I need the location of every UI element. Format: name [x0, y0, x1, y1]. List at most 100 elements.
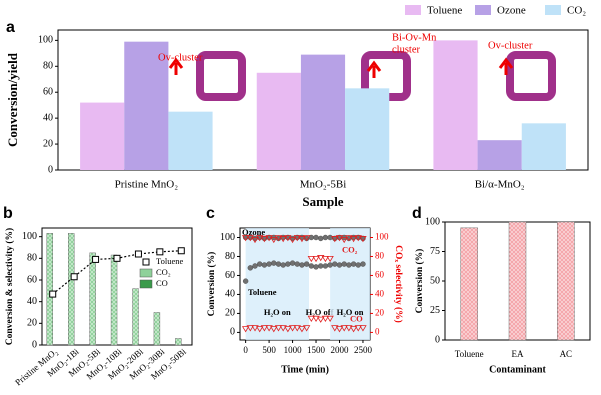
point — [177, 247, 185, 255]
y-tick-label: 75 — [430, 246, 440, 257]
y-tick-label: 40 — [225, 289, 235, 300]
point — [293, 325, 301, 332]
point — [307, 315, 316, 322]
bar-hatch — [89, 252, 96, 345]
y-tick-label: 50 — [430, 275, 440, 286]
point — [241, 326, 250, 333]
x-tick-label: 1500 — [307, 345, 326, 355]
bar-hatch — [153, 312, 160, 345]
point — [280, 262, 286, 268]
point — [302, 325, 311, 332]
y-tick-label: 60 — [225, 270, 235, 281]
point — [134, 250, 142, 258]
point — [241, 235, 250, 242]
bar — [433, 40, 478, 171]
region-label: H₂O off — [306, 307, 334, 317]
point — [345, 325, 353, 332]
legend-label: Ozone — [497, 5, 526, 17]
point — [322, 263, 329, 269]
y-tick-label: 0 — [48, 164, 53, 175]
point — [288, 236, 297, 244]
legend-swatch — [475, 5, 491, 15]
point — [257, 261, 263, 267]
point — [336, 262, 343, 268]
bar-hatch — [111, 255, 117, 345]
panel-label: d — [412, 205, 422, 222]
bar — [80, 102, 125, 170]
y2-tick-label: 80 — [375, 251, 385, 261]
annotation: cluster — [392, 44, 420, 55]
x-tick-label: 2000 — [330, 345, 349, 355]
legend-label: CO₂ — [567, 5, 586, 17]
point — [113, 254, 121, 262]
point — [332, 261, 338, 267]
point — [354, 235, 362, 242]
y-axis-label: Conversion & selectivity (%) — [4, 228, 15, 345]
point — [312, 255, 320, 263]
legend-label: CO — [156, 278, 168, 288]
series-label: Toluene — [248, 287, 277, 297]
bar-hatch — [557, 222, 575, 340]
legend-label: Toluene — [427, 5, 462, 17]
y-axis-label: Conversion (%) — [414, 249, 425, 314]
legend-swatch — [142, 258, 150, 266]
point — [260, 236, 269, 243]
point — [252, 263, 258, 269]
y-tick-label: 0 — [32, 339, 37, 350]
x-axis-label: Contaminant — [489, 364, 546, 375]
annotation: Ov-cluster — [158, 52, 203, 63]
y-tick-label: 100 — [38, 35, 53, 46]
point — [345, 235, 353, 242]
point — [321, 315, 330, 322]
point — [256, 326, 264, 333]
point — [318, 235, 324, 242]
point — [327, 234, 333, 241]
point — [359, 236, 367, 243]
panel-label: a — [6, 19, 15, 36]
legend-swatch — [405, 5, 421, 15]
point — [341, 261, 347, 267]
bar-hatch — [68, 233, 75, 345]
legend-swatch — [545, 5, 561, 15]
point — [355, 262, 361, 268]
legend-label: CO₂ — [156, 267, 171, 277]
annotation: Ov-cluster — [488, 40, 533, 51]
legend-swatch — [139, 268, 153, 278]
point — [313, 234, 319, 241]
point — [335, 235, 344, 242]
point — [331, 236, 339, 243]
point — [270, 236, 278, 244]
x-tick-label: MnO₂-5Bi — [300, 179, 347, 191]
region-label: H₂O on — [264, 307, 291, 317]
x-axis-label: Sample — [302, 194, 343, 209]
point — [260, 325, 269, 332]
series-label: CO₂ — [342, 244, 358, 254]
point — [242, 278, 249, 284]
y-tick-label: 40 — [43, 112, 53, 123]
bar — [477, 140, 522, 170]
point — [274, 325, 283, 332]
point — [246, 235, 255, 242]
y2-axis-label: COₓ selectivity (%) — [393, 245, 404, 323]
y-axis-label: Conversion/yield — [5, 52, 20, 147]
point — [266, 261, 272, 267]
region-label: H₂O on — [337, 307, 364, 317]
y-tick-label: 60 — [27, 274, 37, 285]
point — [256, 235, 264, 242]
point — [270, 326, 278, 333]
x-tick-label: Toluene — [455, 349, 484, 359]
point — [70, 273, 78, 281]
region — [330, 228, 370, 340]
bar-hatch — [46, 233, 53, 345]
y-tick-label: 40 — [27, 296, 37, 307]
y2-tick-label: 100 — [375, 232, 389, 242]
point — [271, 260, 277, 266]
point — [340, 325, 348, 332]
series-label: Ozone — [242, 227, 265, 237]
point — [261, 262, 268, 268]
y-tick-label: 80 — [27, 253, 37, 264]
series-label: CO — [350, 314, 363, 324]
bar — [345, 88, 390, 170]
